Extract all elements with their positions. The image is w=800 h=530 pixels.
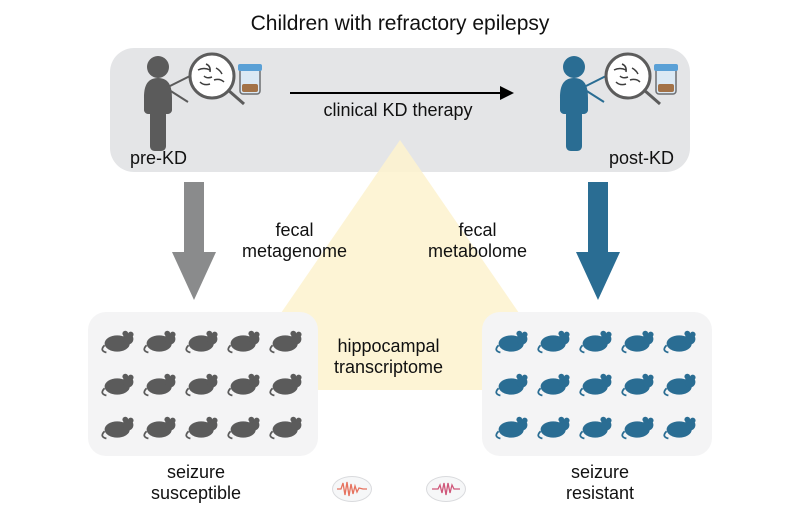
mouse-icon [101, 323, 137, 355]
tri-label-left-l1: fecal [276, 220, 314, 240]
mouse-cell [224, 318, 266, 361]
mouse-icon [185, 366, 221, 398]
tri-label-bottom-l1: hippocampal [337, 336, 439, 356]
mouse-cell [98, 361, 140, 404]
mouse-cell [618, 318, 660, 361]
mouse-cell [618, 361, 660, 404]
mouse-cell [492, 318, 534, 361]
mouse-icon [143, 409, 179, 441]
page-title: Children with refractory epilepsy [0, 12, 800, 36]
mouse-icon [143, 323, 179, 355]
mouse-cell [266, 361, 308, 404]
tri-label-left: fecal metagenome [242, 220, 347, 261]
tri-label-right: fecal metabolome [428, 220, 527, 261]
mouse-panel-right [482, 312, 712, 456]
mouse-cell [266, 403, 308, 446]
mouse-icon [579, 366, 615, 398]
oval-seizure-susceptible-icon [332, 476, 372, 502]
magnifier-right [602, 50, 680, 125]
mouse-icon [101, 409, 137, 441]
caption-right-l2: resistant [566, 483, 634, 503]
mouse-cell [534, 318, 576, 361]
mouse-grid-left [88, 312, 318, 456]
mouse-icon [269, 409, 305, 441]
mouse-cell [182, 318, 224, 361]
mouse-icon [185, 323, 221, 355]
mouse-icon [621, 409, 657, 441]
label-post-kd: post-KD [574, 148, 674, 169]
mouse-icon [537, 366, 573, 398]
mouse-cell [576, 361, 618, 404]
mouse-cell [140, 318, 182, 361]
mouse-icon [621, 366, 657, 398]
mouse-cell [182, 403, 224, 446]
tri-label-right-l2: metabolome [428, 241, 527, 261]
mouse-cell [98, 403, 140, 446]
mouse-cell [534, 403, 576, 446]
mouse-icon [269, 323, 305, 355]
tri-label-bottom: hippocampal transcriptome [334, 336, 443, 377]
mouse-cell [224, 361, 266, 404]
mouse-grid-right [482, 312, 712, 456]
mouse-icon [185, 409, 221, 441]
mouse-icon [269, 366, 305, 398]
mouse-cell [182, 361, 224, 404]
therapy-arrow-label: clinical KD therapy [288, 100, 508, 121]
mouse-cell [618, 403, 660, 446]
mouse-icon [579, 323, 615, 355]
mouse-icon [495, 409, 531, 441]
mouse-icon [663, 409, 699, 441]
mouse-icon [663, 366, 699, 398]
mouse-icon [101, 366, 137, 398]
mouse-cell [492, 403, 534, 446]
therapy-arrow-head [500, 86, 514, 100]
oval-seizure-resistant-icon [426, 476, 466, 502]
tri-label-left-l2: metagenome [242, 241, 347, 261]
mouse-cell [98, 318, 140, 361]
waveform-icon [336, 480, 368, 498]
mouse-icon [621, 323, 657, 355]
magnifier-left [186, 50, 264, 125]
mouse-cell [140, 361, 182, 404]
spindle-icon [430, 480, 462, 498]
mouse-icon [143, 366, 179, 398]
mouse-cell [660, 403, 702, 446]
caption-left-l2: susceptible [151, 483, 241, 503]
mouse-icon [227, 409, 263, 441]
mouse-panel-left [88, 312, 318, 456]
mouse-icon [227, 366, 263, 398]
mouse-cell [660, 361, 702, 404]
label-pre-kd: pre-KD [130, 148, 220, 169]
mouse-icon [537, 409, 573, 441]
tri-label-right-l1: fecal [459, 220, 497, 240]
mouse-cell [224, 403, 266, 446]
magnifier-icon [186, 50, 264, 120]
mouse-cell [266, 318, 308, 361]
mouse-cell [660, 318, 702, 361]
caption-left: seizure susceptible [106, 462, 286, 503]
mouse-cell [576, 403, 618, 446]
tri-label-bottom-l2: transcriptome [334, 357, 443, 377]
caption-left-l1: seizure [167, 462, 225, 482]
caption-right-l1: seizure [571, 462, 629, 482]
magnifier-icon [602, 50, 680, 120]
mouse-icon [495, 323, 531, 355]
mouse-icon [663, 323, 699, 355]
mouse-icon [579, 409, 615, 441]
mouse-cell [534, 361, 576, 404]
mouse-cell [576, 318, 618, 361]
big-arrow-left [172, 182, 216, 300]
therapy-arrow-line [290, 92, 500, 94]
mouse-icon [227, 323, 263, 355]
mouse-cell [140, 403, 182, 446]
caption-right: seizure resistant [510, 462, 690, 503]
mouse-icon [495, 366, 531, 398]
big-arrow-right [576, 182, 620, 300]
mouse-icon [537, 323, 573, 355]
mouse-cell [492, 361, 534, 404]
